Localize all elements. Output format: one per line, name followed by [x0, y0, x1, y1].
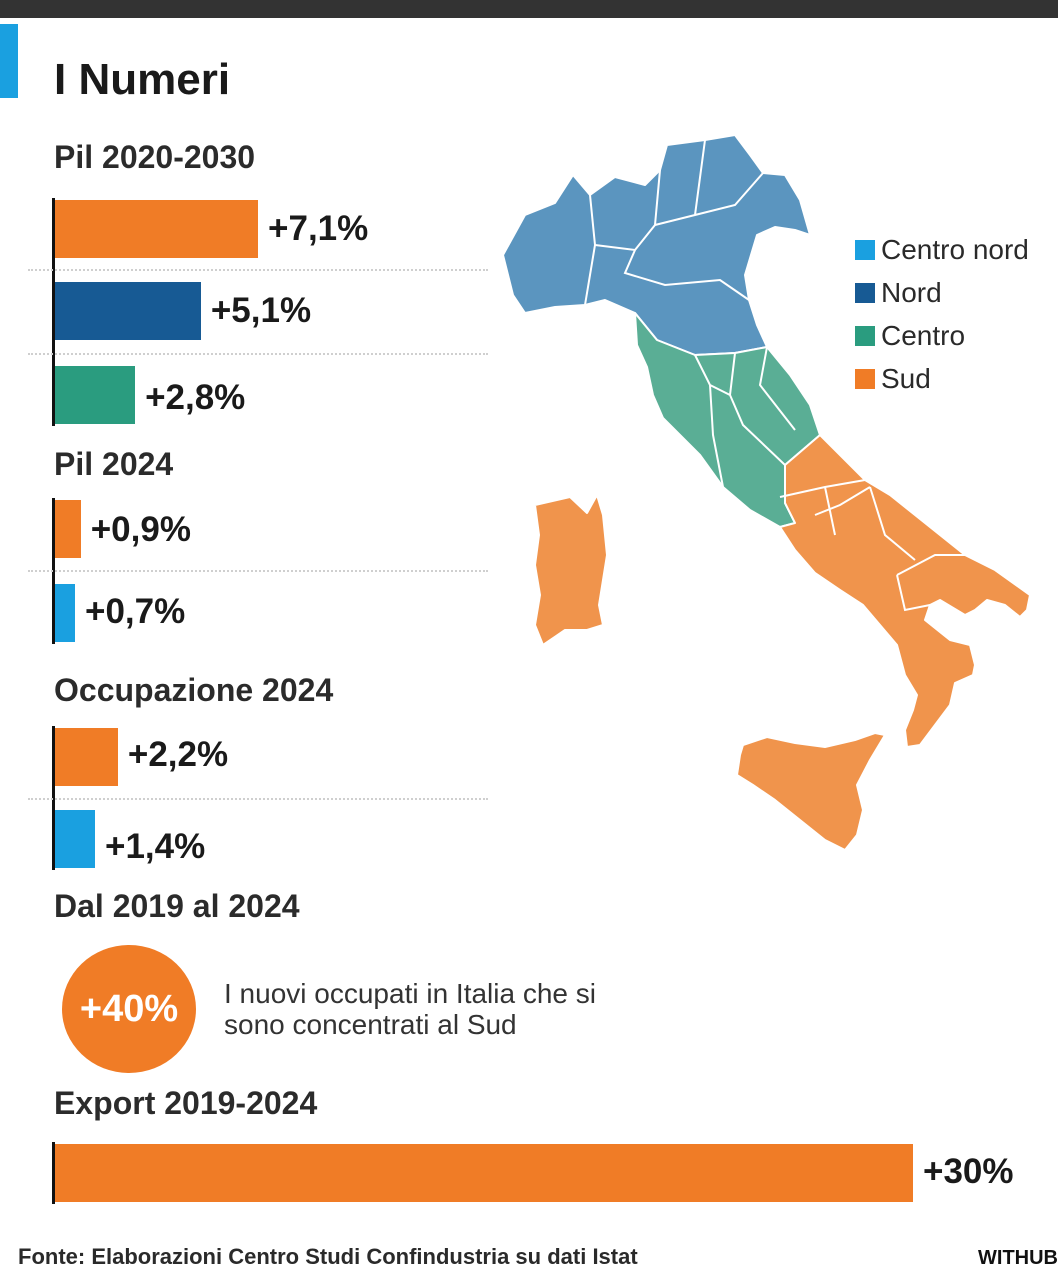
map-region-sud [779, 434, 1031, 748]
map-region-border [779, 479, 965, 612]
value-label-pil-2024-sud: +0,9% [90, 510, 191, 549]
bar-export-2019-2024-sud [55, 1144, 913, 1202]
value-label-export-2019-2024-sud: +30% [923, 1152, 1014, 1191]
italy-map [502, 135, 1031, 851]
page-title: I Numeri [54, 55, 231, 104]
value-label-pil-2020-2030-centro: +2,8% [145, 378, 246, 417]
legend-swatch-centro [855, 325, 875, 346]
legend-swatch-nord [855, 282, 875, 303]
value-label-occupazione-2024-sud: +2,2% [127, 735, 229, 774]
section-title-pil-2024: Pil 2024 [54, 446, 174, 482]
legend: Centro nord Nord Centro Sud [855, 228, 1029, 400]
bar-pil-2024-sud [55, 500, 81, 558]
legend-item-centro-nord: Centro nord [855, 228, 1029, 271]
legend-item-nord: Nord [855, 271, 1029, 314]
map-region-sardegna [534, 494, 608, 646]
map-region-sicilia [736, 732, 886, 851]
bar-pil-2020-2030-nord [55, 282, 201, 340]
bar-pil-2020-2030-centro [55, 366, 136, 424]
separator [28, 269, 488, 271]
section-title-export-2019-2024: Export 2019-2024 [54, 1085, 318, 1121]
map-region-north [502, 135, 811, 356]
value-label-pil-2020-2030-nord: +5,1% [210, 291, 312, 330]
brand-logo: WITHUB [978, 1247, 1058, 1269]
separator [28, 353, 488, 355]
bar-pil-2024-centro-nord [55, 584, 76, 642]
axis-pil-2020-2030 [52, 198, 55, 426]
separator [28, 798, 488, 800]
highlight-circle: +40% [62, 945, 196, 1073]
map-region-border [584, 139, 764, 306]
source-note: Fonte: Elaborazioni Centro Studi Confind… [18, 1244, 638, 1269]
highlight-value: +40% [79, 987, 179, 1030]
legend-label-centro: Centro [881, 319, 966, 351]
axis-export-2019-2024 [52, 1142, 55, 1204]
value-label-occupazione-2024-centro-nord: +1,4% [105, 827, 206, 866]
highlight-description: I nuovi occupati in Italia che si sono c… [224, 978, 596, 1040]
bar-occupazione-2024-sud [55, 728, 118, 786]
legend-item-centro: Centro [855, 314, 1029, 357]
bar-pil-2020-2030-sud [55, 200, 259, 258]
legend-label-nord: Nord [881, 276, 942, 308]
title-accent-bar [0, 24, 18, 98]
section-title-pil-2020-2030: Pil 2020-2030 [54, 139, 256, 175]
legend-label-centro-nord: Centro nord [881, 233, 1029, 265]
legend-swatch-sud [855, 368, 875, 389]
top-border [0, 0, 1058, 18]
section-title-dal-2019-al-2024: Dal 2019 al 2024 [54, 888, 300, 924]
legend-item-sud: Sud [855, 357, 1029, 400]
value-label-pil-2020-2030-sud: +7,1% [268, 209, 369, 248]
legend-swatch-centro-nord [855, 239, 875, 260]
bar-occupazione-2024-centro-nord [55, 810, 96, 868]
separator [28, 570, 488, 572]
value-label-pil-2024-centro-nord: +0,7% [85, 592, 186, 631]
legend-label-sud: Sud [881, 362, 931, 394]
section-title-occupazione-2024: Occupazione 2024 [54, 672, 334, 708]
map-region-border [694, 346, 796, 488]
